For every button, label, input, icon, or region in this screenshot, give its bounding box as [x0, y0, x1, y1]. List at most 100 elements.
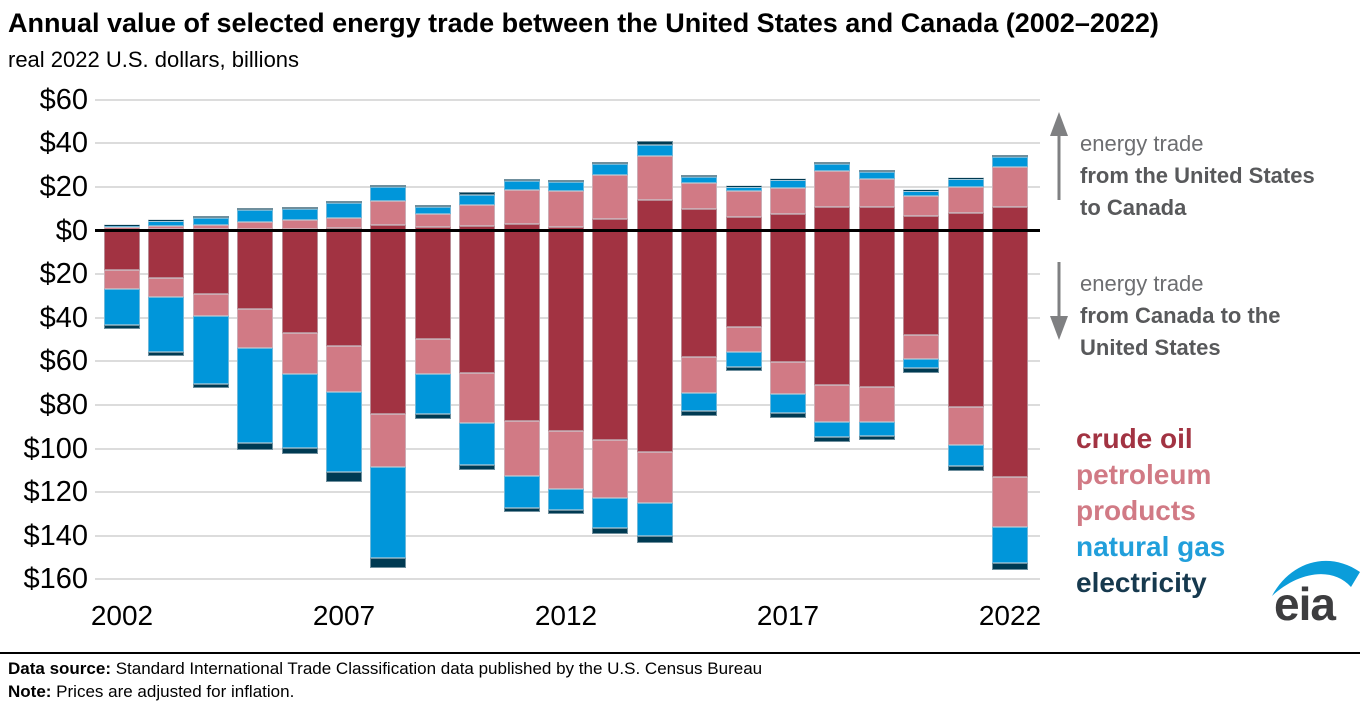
bar-2003-import-petroleum_products: [148, 277, 185, 297]
bar-2003-export-petroleum_products: [148, 225, 185, 230]
bar-2014-export-crude_oil: [636, 200, 673, 231]
bar-2018-import-petroleum_products: [814, 385, 851, 422]
bar-2011-import-natural_gas: [503, 475, 540, 509]
bar-2013-export-electricity: [592, 162, 629, 165]
bar-2020-import-crude_oil: [903, 230, 940, 335]
y-axis-tick-label: $40: [39, 127, 88, 160]
bar-2017-export-crude_oil: [770, 214, 806, 231]
bar-2009-export-electricity: [414, 204, 451, 208]
bar-2002-import-petroleum_products: [104, 269, 140, 290]
bar-2007-import-petroleum_products: [326, 346, 362, 393]
bar-2008-export-crude_oil: [370, 225, 407, 231]
bar-2018-import-natural_gas: [814, 421, 851, 438]
annotation-exports-line2: from the United States to Canada: [1080, 163, 1315, 220]
bar-2008-import-petroleum_products: [370, 413, 407, 468]
bar-2019-export-crude_oil: [858, 206, 895, 231]
bar-2019-import-natural_gas: [858, 422, 895, 436]
bar-2018-import-electricity: [814, 437, 851, 442]
bar-2017-export-natural_gas: [770, 179, 806, 189]
bar-2020-export-natural_gas: [903, 191, 940, 197]
bar-2005-import-petroleum_products: [237, 309, 274, 348]
bar-2010-import-crude_oil: [459, 230, 496, 373]
bar-2015-export-petroleum_products: [681, 183, 718, 210]
bar-2013-export-natural_gas: [592, 164, 629, 176]
bar-2020-export-petroleum_products: [903, 196, 940, 217]
x-axis-tick-label: 2017: [756, 600, 820, 631]
bar-2003-import-crude_oil: [148, 230, 185, 278]
bar-2017-export-petroleum_products: [770, 188, 806, 215]
bar-2013-export-petroleum_products: [592, 175, 629, 219]
bar-2012-export-crude_oil: [548, 227, 584, 231]
bar-2016-import-petroleum_products: [725, 327, 762, 353]
bar-2009-import-electricity: [414, 413, 451, 420]
bar-2015-export-natural_gas: [681, 176, 718, 184]
chart-title: Annual value of selected energy trade be…: [8, 8, 1159, 38]
bar-2004-import-petroleum_products: [192, 293, 229, 317]
bar-2022-import-petroleum_products: [992, 476, 1028, 527]
bar-2017-import-crude_oil: [770, 230, 806, 362]
bar-2012-import-crude_oil: [548, 230, 584, 432]
bar-2011-export-petroleum_products: [503, 190, 540, 225]
bar-2021-export-electricity: [947, 177, 984, 180]
bar-2012-import-natural_gas: [548, 488, 584, 510]
bar-2012-export-electricity: [548, 179, 584, 182]
y-axis-tick-label: $60: [39, 83, 88, 116]
bar-2019-import-electricity: [858, 435, 895, 441]
bar-2011-export-electricity: [503, 178, 540, 182]
bar-2020-import-natural_gas: [903, 358, 940, 369]
bar-2010-export-petroleum_products: [459, 205, 496, 226]
bar-2020-import-petroleum_products: [903, 334, 940, 359]
bar-2008-import-electricity: [370, 558, 407, 568]
bar-2017-import-natural_gas: [770, 394, 806, 413]
x-axis-tick-label: 2022: [978, 600, 1042, 631]
bar-2020-export-crude_oil: [903, 216, 940, 231]
bar-2017-import-electricity: [770, 412, 806, 418]
bar-2003-export-electricity: [148, 219, 185, 222]
bar-2016-export-crude_oil: [725, 216, 762, 231]
bar-2004-export-electricity: [192, 216, 229, 219]
bar-2021-export-petroleum_products: [947, 186, 984, 214]
bar-2016-export-petroleum_products: [725, 191, 762, 217]
eia-logo: eia: [1272, 560, 1360, 624]
footer-note-label: Note:: [8, 682, 52, 701]
annotation-imports-line2: from Canada to the United States: [1080, 303, 1281, 360]
bar-2021-import-petroleum_products: [947, 407, 984, 445]
bar-2015-import-petroleum_products: [681, 357, 718, 393]
bar-2017-import-petroleum_products: [770, 361, 806, 395]
bar-2006-import-electricity: [281, 448, 318, 454]
x-axis-tick-label: 2002: [90, 600, 154, 631]
bar-2018-export-petroleum_products: [814, 170, 851, 208]
bar-2010-import-petroleum_products: [459, 372, 496, 423]
bar-2011-import-electricity: [503, 508, 540, 513]
bar-2010-import-natural_gas: [459, 422, 496, 466]
bar-2022-import-natural_gas: [992, 526, 1028, 563]
bar-2007-import-electricity: [326, 471, 362, 482]
bar-2008-export-petroleum_products: [370, 200, 407, 226]
bar-2006-export-electricity: [281, 206, 318, 210]
x-axis-tick-label: 2007: [312, 600, 376, 631]
bar-2006-import-natural_gas: [281, 374, 318, 449]
bar-2021-import-crude_oil: [947, 230, 984, 408]
bar-2004-import-natural_gas: [192, 316, 229, 384]
bar-2022-import-electricity: [992, 562, 1028, 571]
y-axis-tick-label: $0: [55, 214, 88, 247]
arrow-down-icon: [1050, 262, 1068, 340]
bar-2016-export-electricity: [725, 185, 762, 187]
bar-2010-export-crude_oil: [459, 225, 496, 231]
y-axis-tick-label: $120: [23, 476, 88, 509]
bar-2012-import-electricity: [548, 509, 584, 515]
bar-2015-import-natural_gas: [681, 392, 718, 412]
bar-2007-export-electricity: [326, 200, 362, 204]
bar-2022-export-natural_gas: [992, 157, 1028, 168]
bar-2015-export-electricity: [681, 174, 718, 177]
gridline: [95, 534, 1040, 537]
y-axis-tick-label: $160: [23, 563, 88, 596]
bar-2010-export-natural_gas: [459, 194, 496, 206]
bar-2019-export-electricity: [858, 170, 895, 173]
bar-2002-import-crude_oil: [104, 230, 140, 270]
eia-logo-text: eia: [1274, 578, 1336, 624]
bar-2014-export-natural_gas: [636, 144, 673, 157]
bar-2003-export-natural_gas: [148, 221, 185, 226]
y-axis-tick-label: $80: [39, 388, 88, 421]
